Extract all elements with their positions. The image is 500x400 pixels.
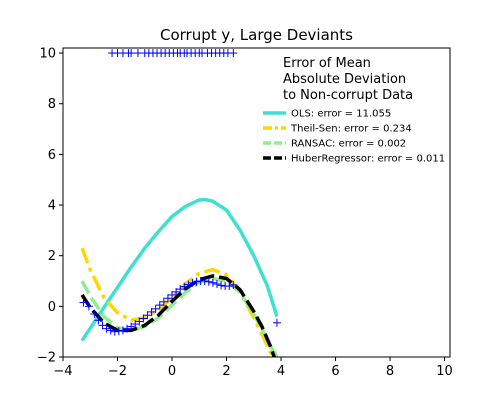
x-tick-label: 6 bbox=[331, 364, 339, 379]
data-point bbox=[114, 327, 123, 336]
x-axis: −4 −2 0 2 4 6 8 10 bbox=[53, 357, 453, 379]
data-point bbox=[133, 49, 142, 58]
y-tick-label: 4 bbox=[48, 199, 56, 214]
axes-frame bbox=[62, 47, 451, 358]
legend-entry: Theil-Sen: error = 0.234 bbox=[263, 124, 412, 135]
data-point bbox=[208, 278, 217, 287]
data-point bbox=[110, 327, 119, 336]
data-point bbox=[176, 285, 185, 294]
data-point bbox=[131, 320, 140, 329]
x-tick-label: 4 bbox=[277, 364, 285, 379]
data-point bbox=[272, 318, 281, 327]
data-point bbox=[204, 277, 213, 286]
y-axis: −2 0 2 4 6 8 10 bbox=[37, 47, 63, 366]
data-point bbox=[163, 294, 172, 303]
y-tick-label: 6 bbox=[48, 148, 56, 163]
series-line-2 bbox=[80, 276, 279, 357]
y-tick-label: 10 bbox=[39, 47, 56, 62]
x-tick-label: 0 bbox=[168, 364, 176, 379]
data-point bbox=[217, 281, 226, 290]
data-point bbox=[159, 297, 168, 306]
chart-title: Corrupt y, Large Deviants bbox=[160, 26, 353, 44]
y-tick-label: 0 bbox=[48, 300, 56, 315]
data-point bbox=[155, 301, 164, 310]
legend-label: HuberRegressor: error = 0.011 bbox=[291, 154, 445, 165]
legend-label: RANSAC: error = 0.002 bbox=[291, 139, 406, 150]
y-tick-label: 8 bbox=[48, 97, 56, 112]
data-point bbox=[225, 282, 234, 291]
data-point bbox=[172, 287, 181, 296]
legend-entry: HuberRegressor: error = 0.011 bbox=[263, 154, 445, 165]
series-line-1 bbox=[80, 247, 276, 357]
x-tick-label: 8 bbox=[386, 364, 394, 379]
data-point bbox=[135, 317, 144, 326]
data-point bbox=[102, 324, 111, 333]
data-point bbox=[98, 321, 107, 330]
data-point bbox=[143, 311, 152, 320]
legend-entry: OLS: error = 11.055 bbox=[263, 109, 391, 120]
legend-label: OLS: error = 11.055 bbox=[291, 109, 391, 120]
data-point bbox=[188, 278, 197, 287]
data-point bbox=[192, 277, 201, 286]
data-point bbox=[229, 49, 238, 58]
x-tick-label: −2 bbox=[108, 364, 127, 379]
series-line-3 bbox=[80, 274, 276, 357]
data-point bbox=[127, 322, 136, 331]
data-point bbox=[94, 316, 103, 325]
data-point bbox=[118, 326, 127, 335]
plot-points-layer bbox=[79, 49, 281, 336]
legend-entry: RANSAC: error = 0.002 bbox=[263, 139, 406, 150]
data-point bbox=[180, 282, 189, 291]
data-point bbox=[123, 324, 132, 333]
data-point bbox=[212, 280, 221, 289]
data-point bbox=[127, 49, 136, 58]
legend-title-line: Absolute Deviation bbox=[283, 72, 406, 87]
y-tick-label: −2 bbox=[37, 351, 56, 366]
data-point bbox=[90, 309, 99, 318]
data-point bbox=[229, 280, 238, 289]
data-point bbox=[106, 326, 115, 335]
data-point bbox=[147, 307, 156, 316]
data-point bbox=[139, 314, 148, 323]
x-tick-label: 10 bbox=[436, 364, 453, 379]
data-point bbox=[151, 304, 160, 313]
legend-label: Theil-Sen: error = 0.234 bbox=[290, 124, 412, 135]
series-line-0 bbox=[80, 197, 279, 342]
x-tick-label: 2 bbox=[222, 364, 230, 379]
data-point bbox=[79, 298, 88, 307]
legend-title-line: to Non-corrupt Data bbox=[283, 88, 413, 103]
plot-series-layer bbox=[80, 197, 279, 357]
x-tick-label: −4 bbox=[53, 364, 72, 379]
data-point bbox=[168, 290, 177, 299]
y-tick-label: 2 bbox=[48, 249, 56, 264]
data-point bbox=[200, 277, 209, 286]
legend-title-line: Error of Mean bbox=[283, 56, 371, 71]
data-point bbox=[184, 280, 193, 289]
data-point bbox=[84, 302, 93, 311]
